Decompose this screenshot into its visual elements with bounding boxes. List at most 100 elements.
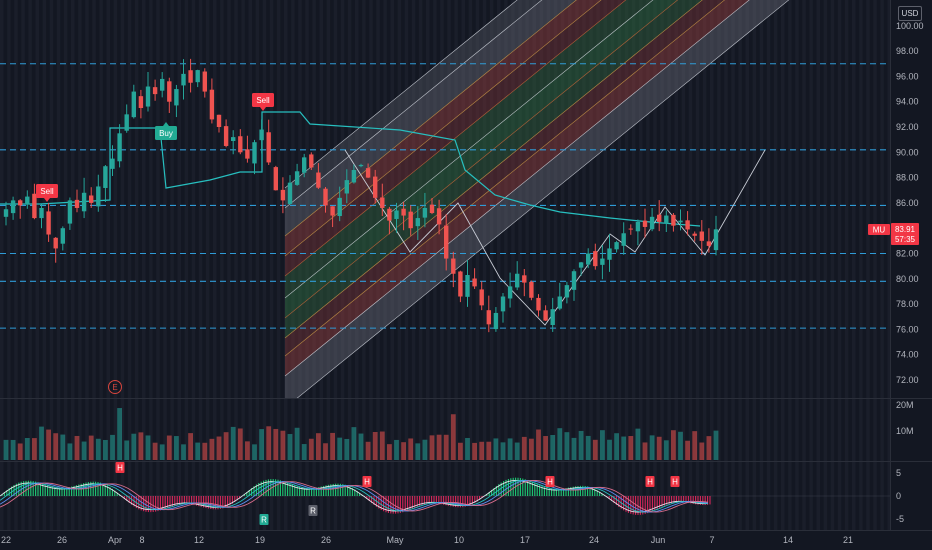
signal-tag[interactable]: Sell [252,93,274,111]
candle-body[interactable] [231,137,236,142]
candle-body[interactable] [188,70,193,83]
candle-body[interactable] [358,164,364,167]
candle-body[interactable] [39,207,44,219]
candle-body[interactable] [280,189,286,201]
candle-body[interactable] [32,193,37,219]
candle-body[interactable] [53,237,58,249]
oscillator-marker[interactable]: H [645,476,655,487]
oscillator-marker[interactable]: R [259,514,269,525]
candle-body[interactable] [387,208,392,221]
signal-tag[interactable]: Buy [155,122,177,140]
candle-body[interactable] [635,221,641,232]
candle-body[interactable] [493,312,499,330]
candle-body[interactable] [671,214,676,226]
candle-body[interactable] [529,281,534,298]
candle-body[interactable] [202,71,207,92]
candle-body[interactable] [138,96,144,109]
candle-body[interactable] [394,210,399,219]
candle-body[interactable] [74,199,80,208]
candle-body[interactable] [408,211,413,229]
candle-body[interactable] [223,126,229,146]
candle-body[interactable] [486,310,491,325]
candle-body[interactable] [273,167,278,191]
candle-body[interactable] [380,197,385,208]
candle-body[interactable] [465,275,470,297]
candle-body[interactable] [706,241,712,246]
candle-body[interactable] [365,168,371,178]
candle-body[interactable] [557,296,562,309]
candle-body[interactable] [152,87,158,95]
candle-body[interactable] [25,196,30,205]
candle-body[interactable] [607,248,612,260]
candle-body[interactable] [294,171,300,185]
candle-body[interactable] [436,208,442,225]
candle-body[interactable] [685,220,690,230]
candle-body[interactable] [96,186,101,207]
candle-body[interactable] [110,158,115,169]
candle-body[interactable] [444,225,449,259]
candle-body[interactable] [89,195,94,203]
candle-body[interactable] [543,310,548,321]
candle-body[interactable] [458,271,463,297]
candle-body[interactable] [337,197,342,217]
candle-body[interactable] [550,309,555,325]
candle-body[interactable] [103,166,108,188]
candle-body[interactable] [181,73,186,86]
candle-body[interactable] [429,204,435,214]
candle-body[interactable] [614,242,619,250]
candle-body[interactable] [642,220,648,227]
candle-body[interactable] [145,86,151,107]
candle-body[interactable] [628,228,633,230]
candle-body[interactable] [46,211,51,235]
candle-body[interactable] [287,182,293,204]
candle-body[interactable] [479,289,484,306]
candle-body[interactable] [600,258,605,265]
candle-body[interactable] [330,206,335,216]
candle-body[interactable] [60,228,65,244]
candle-body[interactable] [536,297,541,311]
candle-body[interactable] [351,170,357,183]
oscillator-marker[interactable]: H [545,476,555,487]
candle-body[interactable] [571,271,577,290]
candle-body[interactable] [593,251,598,267]
candle-body[interactable] [422,207,428,218]
time-axis[interactable]: 22 26 Apr 8 12 19 26 May 10 17 24 Jun 7 14 21 [1,535,853,545]
candle-body[interactable] [252,142,257,164]
candle-body[interactable] [451,258,456,274]
candle-body[interactable] [167,81,172,102]
candle-body[interactable] [160,78,165,91]
candle-body[interactable] [578,262,584,268]
candle-body[interactable] [323,188,328,206]
candle-body[interactable] [344,180,349,194]
candle-body[interactable] [3,209,9,217]
candle-body[interactable] [500,296,506,312]
event-marker[interactable]: E [108,380,122,394]
candle-body[interactable] [67,200,73,224]
candle-body[interactable] [309,154,314,168]
candle-body[interactable] [621,233,626,246]
candle-body[interactable] [692,233,697,236]
candle-body[interactable] [586,253,591,265]
candle-body[interactable] [117,133,122,162]
candle-body[interactable] [522,275,527,283]
candle-body[interactable] [515,273,520,288]
candle-body[interactable] [472,278,477,287]
candle-body[interactable] [564,285,570,298]
candle-body[interactable] [415,218,420,227]
candle-body[interactable] [373,176,378,198]
candle-body[interactable] [664,215,669,224]
signal-tag[interactable]: Sell [36,184,58,202]
candles[interactable] [3,58,719,333]
candle-body[interactable] [401,208,406,216]
oscillator-marker[interactable]: H [115,462,125,473]
candle-body[interactable] [216,114,222,127]
candle-body[interactable] [657,214,662,222]
candle-body[interactable] [259,129,264,141]
candle-body[interactable] [131,91,136,118]
candle-body[interactable] [316,172,321,188]
candle-body[interactable] [209,89,215,120]
candle-body[interactable] [649,216,655,230]
candle-body[interactable] [195,70,200,83]
candle-body[interactable] [507,286,513,299]
